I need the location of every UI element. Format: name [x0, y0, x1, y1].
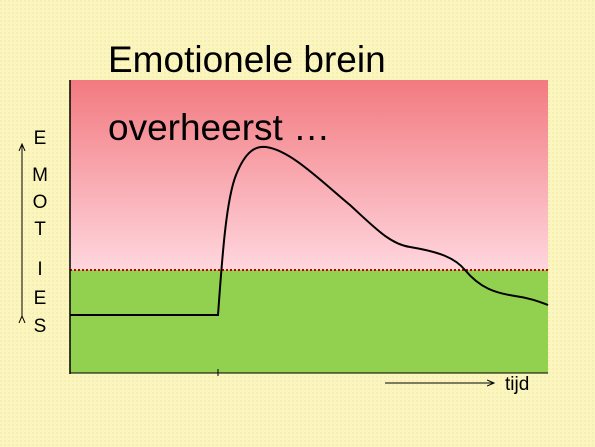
- y-label-letter: S: [34, 316, 47, 337]
- title-line: overheerst …: [108, 107, 330, 148]
- y-label-letter: E: [34, 288, 47, 309]
- calm-zone: [70, 270, 548, 373]
- y-label-letter: M: [32, 165, 48, 186]
- y-label-letter: T: [34, 219, 46, 240]
- emotion-zone: [70, 80, 548, 270]
- title-line: Emotionele brein: [108, 39, 386, 80]
- y-label-letter: E: [34, 128, 47, 149]
- y-label-letter: O: [33, 192, 48, 213]
- emotion-curve: [70, 145, 549, 316]
- x-label: tijd: [505, 374, 529, 395]
- y-label-letter: I: [37, 259, 42, 280]
